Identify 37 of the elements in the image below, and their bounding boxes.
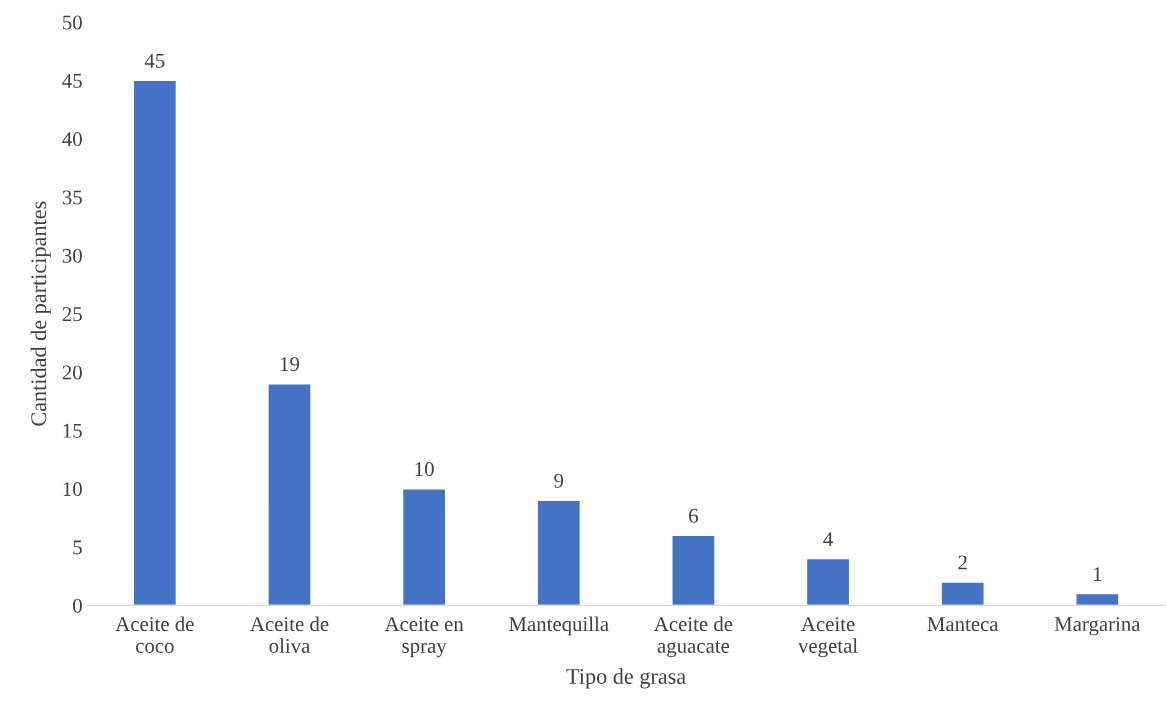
bar [401, 487, 447, 606]
y-tick-label: 5 [73, 540, 82, 555]
y-tick-label: 10 [63, 482, 82, 497]
x-tick-label: Aceite en spray [384, 617, 464, 658]
data-label: 6 [689, 508, 698, 523]
y-tick-label: 35 [62, 190, 82, 205]
data-label: 9 [554, 473, 564, 488]
data-label: 1 [1093, 567, 1102, 581]
x-tick-label: Mantequilla [509, 616, 609, 636]
x-tick-label: Aceite de coco [115, 616, 194, 653]
data-label: 45 [144, 53, 165, 68]
y-tick-label: 0 [73, 598, 82, 613]
y-tick-label: 50 [63, 15, 82, 30]
y-tick-label: 40 [62, 132, 82, 147]
bar [1075, 592, 1120, 606]
y-tick-label: 45 [62, 73, 82, 88]
bar [940, 581, 985, 606]
bar [805, 557, 851, 606]
x-tick-label: Aceite de oliva [250, 616, 329, 653]
y-tick-label: 30 [62, 248, 82, 263]
data-label: 10 [415, 462, 434, 477]
y-tick-label: 25 [62, 307, 82, 322]
y-tick-label: 20 [62, 365, 82, 380]
x-tick-label: Aceite de aguacate [654, 616, 733, 658]
x-tick-label: Margarina [1054, 617, 1141, 636]
x-axis-title: Tipo de grasa [566, 668, 686, 689]
x-tick-label: Manteca [927, 617, 999, 632]
data-label: 4 [823, 532, 833, 546]
data-label: 19 [280, 357, 300, 372]
bar [671, 534, 716, 606]
bar [132, 79, 178, 606]
y-axis-title: Cantidad de participantes [30, 201, 51, 426]
bar [267, 383, 312, 606]
y-tick-label: 15 [63, 423, 82, 438]
bar [536, 499, 582, 606]
data-label: 2 [958, 555, 967, 570]
x-tick-label: Aceite vegetal [797, 617, 858, 658]
